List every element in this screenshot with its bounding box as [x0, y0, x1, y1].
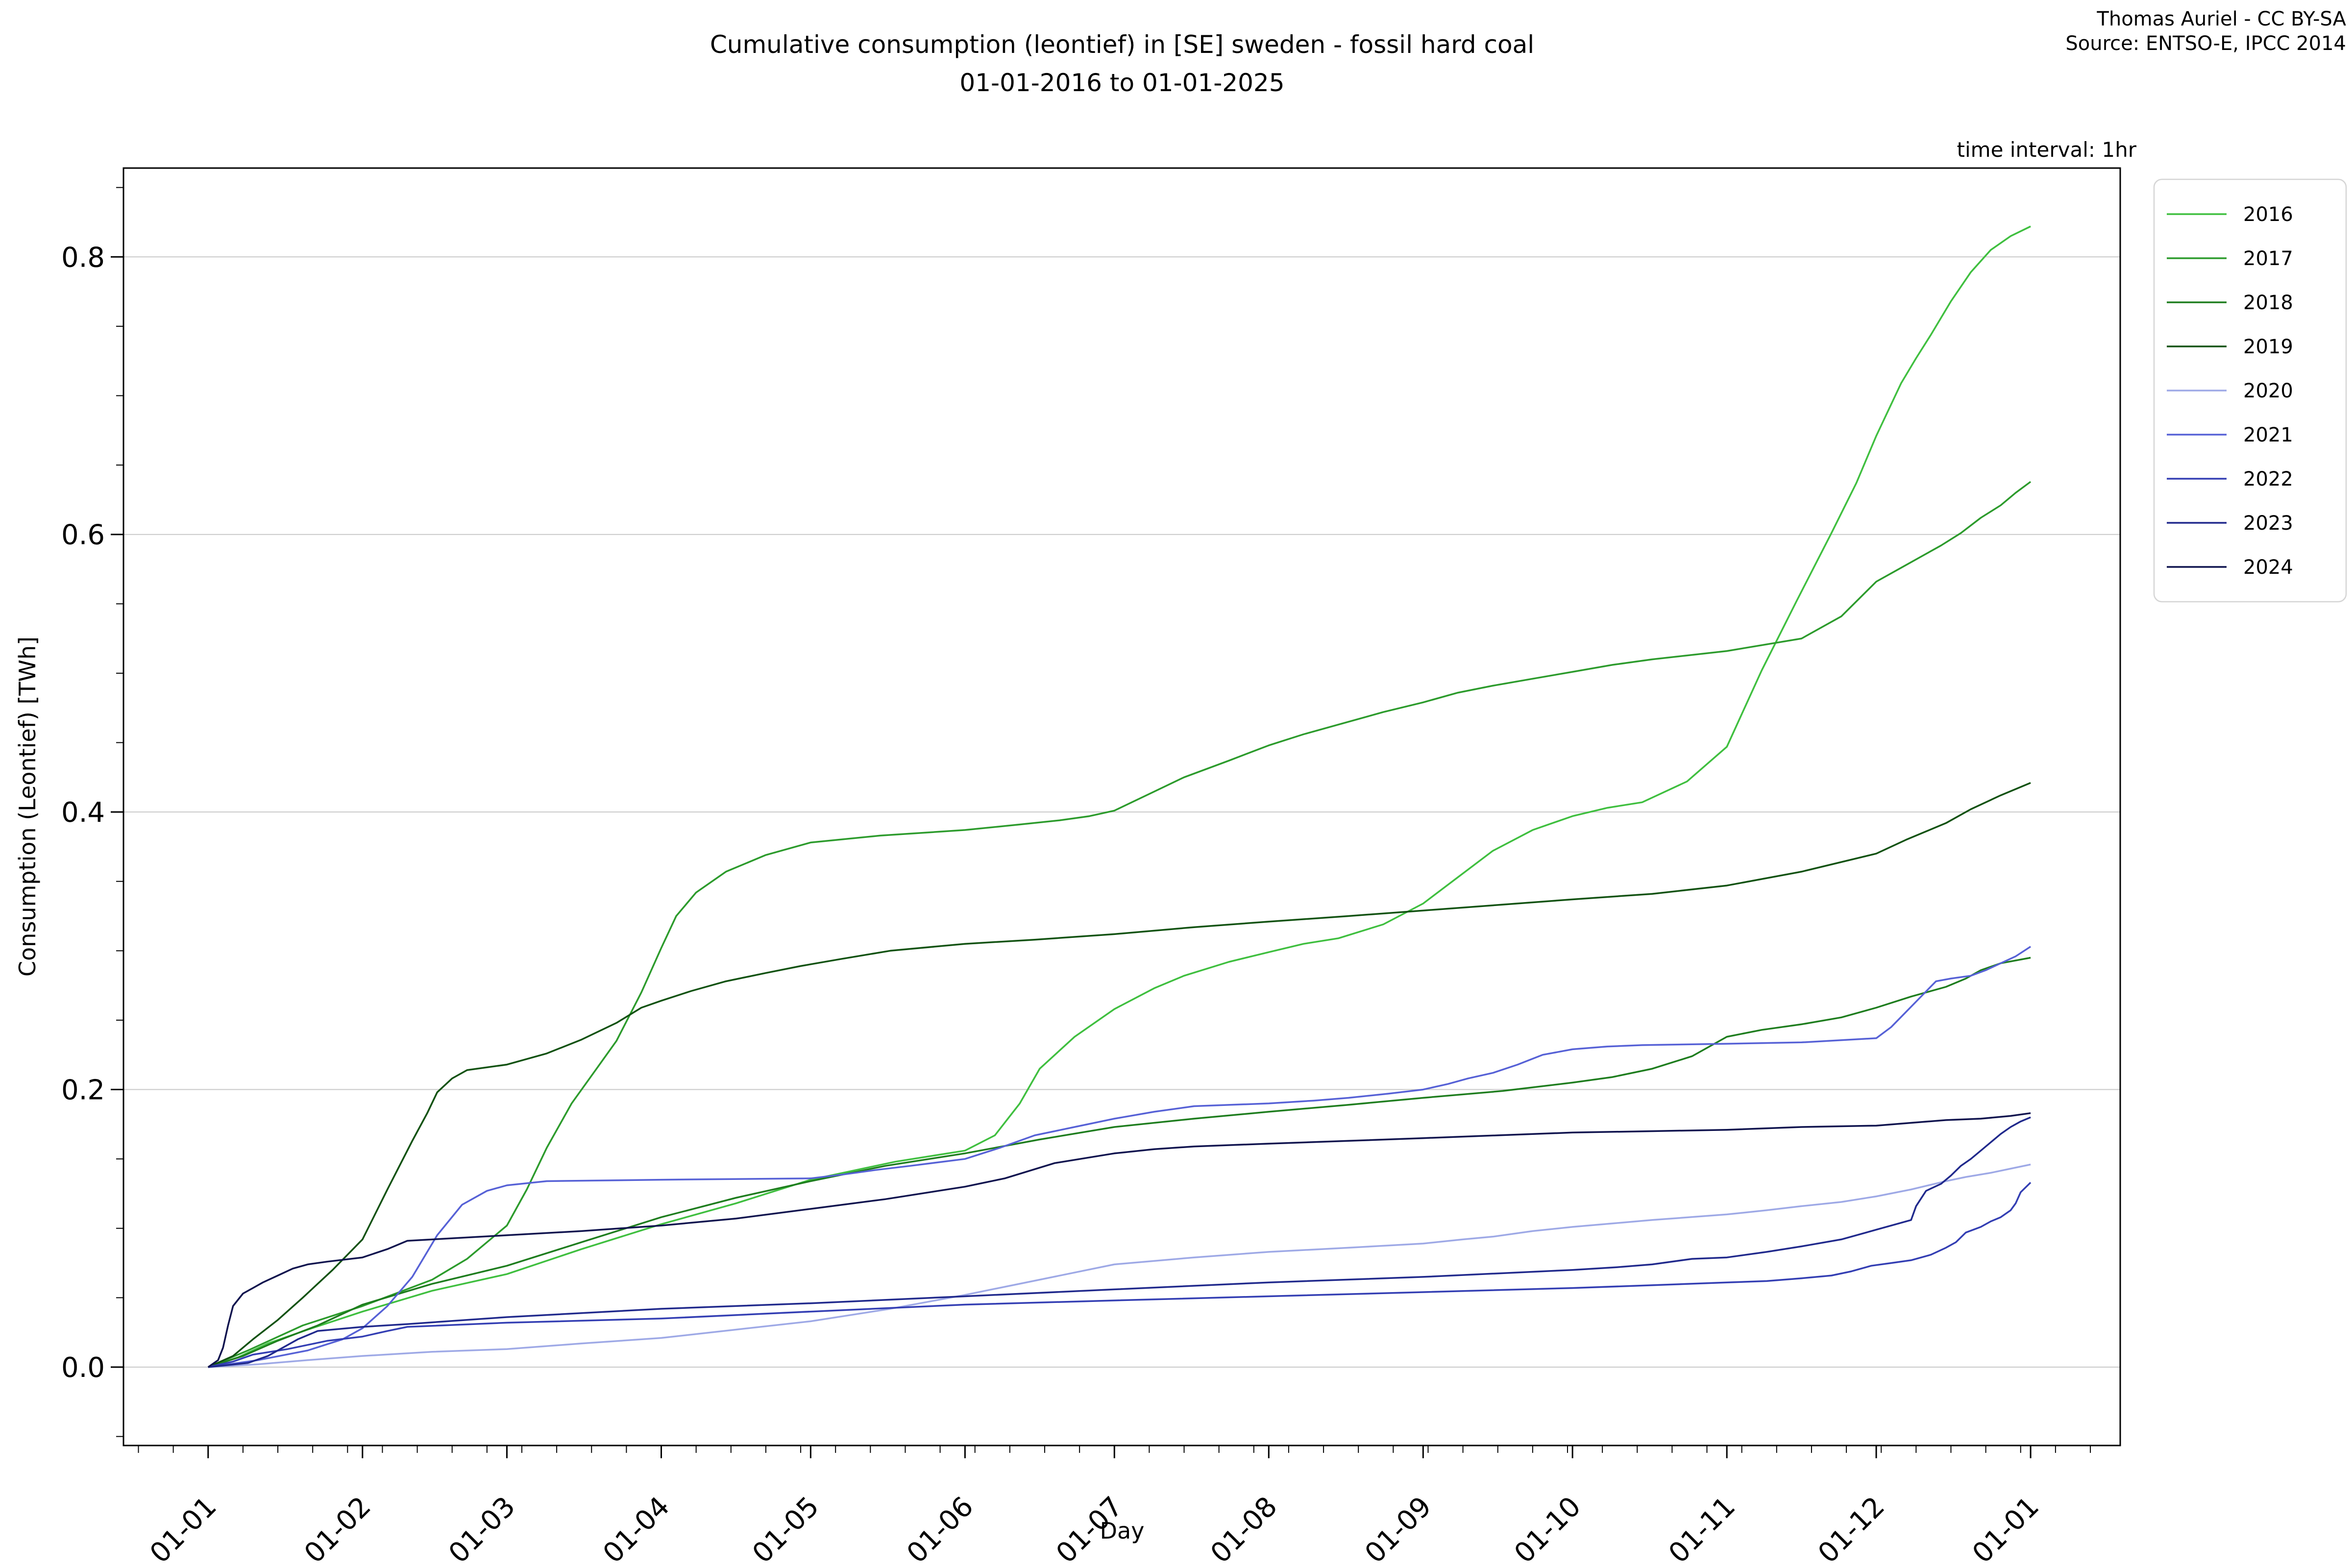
plot-border [122, 167, 2121, 1446]
series-line-2017 [208, 481, 2032, 1368]
gridlines [123, 256, 2120, 1368]
legend-frame [2153, 178, 2347, 603]
x-tick-label-0: 01-01 [144, 1491, 223, 1568]
series-line-2020 [208, 1163, 2031, 1368]
legend-item-2019: 2019 [2167, 336, 2293, 358]
x-tick-label-2: 01-03 [442, 1491, 521, 1568]
legend-item-2021: 2021 [2167, 424, 2293, 446]
legend-item-2022: 2022 [2167, 468, 2293, 490]
x-axis-label: Day [1100, 1518, 1145, 1544]
legend-item-2023: 2023 [2167, 512, 2293, 535]
y-axis-tick-labels: 0.0 0.2 0.4 0.6 0.8 [61, 242, 105, 1384]
time-interval-note: time interval: 1hr [1957, 138, 2137, 162]
legend-label-2016: 2016 [2243, 203, 2293, 226]
legend-label-2024: 2024 [2243, 556, 2293, 579]
series-line-2024 [207, 1112, 2031, 1368]
legend-label-2019: 2019 [2243, 336, 2293, 358]
y-tick-label-4: 0.8 [61, 242, 105, 273]
x-axis-tick-labels: 01-01 01-02 01-03 01-04 01-05 01-06 01-07 01-08… [144, 1491, 2045, 1568]
legend-item-2024: 2024 [2167, 556, 2293, 579]
chart-title-line2: 01-01-2016 to 01-01-2025 [959, 69, 1284, 97]
legend-label-2018: 2018 [2243, 292, 2293, 314]
legend-item-2016: 2016 [2167, 203, 2293, 226]
y-tick-label-1: 0.2 [61, 1075, 105, 1106]
y-tick-label-0: 0.0 [61, 1352, 105, 1384]
x-tick-label-11: 01-12 [1812, 1491, 1891, 1568]
attribution-line1: Thomas Auriel - CC BY-SA [2096, 8, 2346, 30]
y-tick-label-2: 0.4 [61, 797, 105, 829]
y-axis-label: Consumption (Leontief) [TWh] [14, 637, 41, 977]
x-tick-label-7: 01-08 [1204, 1491, 1283, 1568]
x-tick-label-5: 01-06 [901, 1491, 980, 1568]
attribution-line2: Source: ENTSO-E, IPCC 2014 [2065, 32, 2346, 55]
x-tick-label-4: 01-05 [746, 1491, 825, 1568]
series-line-2022 [208, 1182, 2032, 1368]
x-tick-label-1: 01-02 [298, 1491, 377, 1568]
legend-item-2018: 2018 [2167, 292, 2293, 314]
legend-label-2023: 2023 [2243, 512, 2293, 535]
x-tick-label-9: 01-10 [1508, 1491, 1587, 1568]
x-tick-label-3: 01-04 [597, 1491, 676, 1568]
series-line-2019 [208, 782, 2031, 1368]
series-line-2018 [208, 956, 2031, 1368]
series-line-2021 [208, 946, 2032, 1368]
legend-item-2020: 2020 [2167, 380, 2293, 402]
series-line-2023 [208, 1116, 2031, 1368]
series-line-2016 [208, 225, 2031, 1368]
series-lines [207, 225, 2032, 1368]
x-tick-label-12: 01-01 [1966, 1491, 2045, 1568]
legend-label-2021: 2021 [2243, 424, 2293, 446]
legend-label-2017: 2017 [2243, 247, 2293, 270]
legend-item-2017: 2017 [2167, 247, 2293, 270]
legend-label-2022: 2022 [2243, 468, 2293, 490]
x-axis-ticks [138, 1446, 2091, 1458]
legend-box: 2016 2017 2018 2019 2020 2021 2022 2023 2024 [2153, 178, 2347, 603]
x-tick-label-8: 01-09 [1359, 1491, 1438, 1568]
y-tick-label-3: 0.6 [61, 519, 105, 551]
x-tick-label-10: 01-11 [1663, 1491, 1741, 1568]
legend-label-2020: 2020 [2243, 380, 2293, 402]
y-axis-ticks [111, 187, 123, 1437]
chart-title-line1: Cumulative consumption (leontief) in [SE… [710, 30, 1534, 59]
